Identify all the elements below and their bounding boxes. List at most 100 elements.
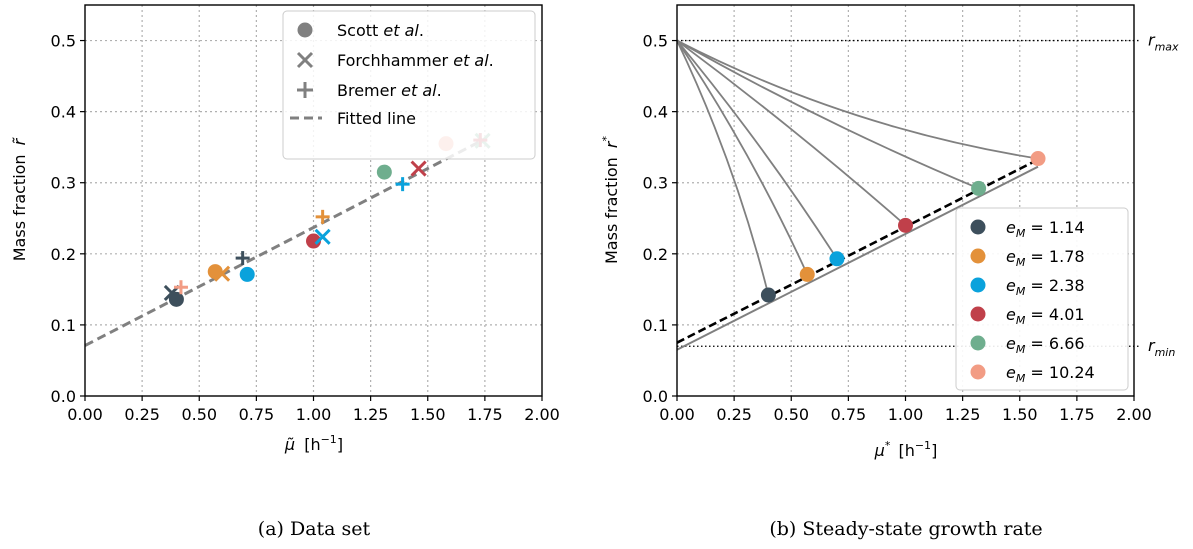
forchhammer-point-stroke [214, 265, 231, 282]
forchhammer-point-stroke [314, 228, 331, 245]
panel-b-x-axis-label: μ* [h−1] [874, 434, 938, 460]
panel-a-x-unit: [h [304, 435, 320, 454]
panel-b-y-axis-label: Mass fraction r* [600, 136, 621, 265]
panel-a-x-tick-label: 0.50 [181, 405, 217, 424]
panel-a-x-tick-label: 2.00 [524, 405, 560, 424]
forchhammer-point [214, 265, 231, 282]
panel-a-legend-box [282, 10, 536, 160]
panel-b-x-tick-label: 0.50 [773, 405, 809, 424]
panel-b-x-tick-label: 0.00 [659, 405, 695, 424]
panel-a-y-axis-label: Mass fraction r̃ [10, 137, 29, 261]
panel-b-x-tick-label: 1.00 [888, 405, 924, 424]
panel-b-point [760, 287, 776, 303]
bremer-point [395, 177, 410, 192]
panel-b-r-lines [677, 39, 1140, 347]
forchhammer-point [410, 160, 427, 177]
scott-point [306, 233, 321, 249]
panel-b-legend-marker [970, 219, 986, 235]
panel-b-trajectory-line [676, 39, 838, 260]
panel-a-ticks: 0.00 0.25 0.50 0.75 1.00 1.25 1.50 1.75 2.00 0.0 0… [51, 32, 560, 424]
panel-b-legend: eM = 1.14 eM = 1.78 eM = 2.38 eM = 4.01 eM =… [955, 207, 1129, 391]
panel-a-x-tick-label: 1.25 [353, 405, 389, 424]
forchhammer-point-stroke [410, 160, 427, 177]
r-max-label: rmax [1148, 31, 1179, 54]
panel-a-x-tick-label: 0.25 [124, 405, 160, 424]
legend-marker-x [296, 51, 314, 69]
panel-b-x-tick-label: 0.25 [716, 405, 752, 424]
panel-b-x-tick-label: 0.75 [831, 405, 867, 424]
panel-a-y-tick-label: 0.0 [51, 387, 76, 406]
panel-b-legend-marker [970, 306, 986, 322]
panel-b-point [829, 251, 845, 267]
panel-b-trajectory-line [676, 39, 979, 190]
forchhammer-point [314, 228, 331, 245]
panel-b-legend-label: eM = 1.78 [1006, 247, 1085, 269]
bremer-point [315, 209, 330, 224]
panel-a-y-symbol: r̃ [10, 137, 29, 145]
panel-b-y-tick-label: 0.2 [643, 245, 668, 264]
legend-entry-forchhammer: Forchhammer et al. [337, 51, 494, 70]
bremer-point [173, 280, 188, 295]
panel-a-legend: Scott et al. Forchhammer et al. Bremer e… [282, 10, 536, 160]
panel-a-x-tick-label: 0.75 [239, 405, 275, 424]
scott-point [376, 164, 392, 180]
panel-b-steady-state-line [676, 165, 1039, 351]
panel-b-x-tick-label: 1.25 [945, 405, 981, 424]
panel-a-y-tick-label: 0.3 [51, 174, 76, 193]
panel-a-y-tick-label: 0.2 [51, 245, 76, 264]
panel-b-legend-marker [970, 277, 986, 293]
panel-b-y-tick-label: 0.1 [643, 316, 668, 335]
panel-b-lines [676, 39, 1039, 351]
panel-b-y-tick-label: 0.4 [643, 103, 668, 122]
panel-b-caption: (b) Steady-state growth rate [769, 518, 1042, 540]
panel-b-trajectory-line [676, 39, 1039, 160]
panel-a-x-tick-label: 0.00 [67, 405, 103, 424]
panel-a-x-tick-label: 1.00 [296, 405, 332, 424]
bremer-point [235, 251, 250, 266]
panel-b-trajectory-line [676, 40, 809, 275]
panel-b-legend-label: eM = 4.01 [1006, 305, 1085, 327]
panel-b-x-tick-label: 1.50 [1002, 405, 1038, 424]
panel-b-legend-label: eM = 2.38 [1006, 276, 1085, 298]
panel-a-x-axis-label: μ̃ [h−1] [284, 433, 343, 454]
panel-b-legend-marker [970, 335, 986, 351]
panel-a-x-tick-label: 1.75 [467, 405, 503, 424]
panel-b-trajectory-line [676, 39, 907, 227]
scott-point [239, 266, 255, 282]
panel-b-point [898, 217, 913, 233]
panel-b-ticks: 0.00 0.25 0.50 0.75 1.00 1.25 1.50 1.75 2.00 0.0 0… [643, 32, 1152, 424]
panel-a-y-tick-label: 0.4 [51, 103, 76, 122]
legend-marker-circle [297, 22, 313, 38]
panel-b-legend-label: eM = 10.24 [1006, 363, 1095, 385]
panel-a-y-tick-label: 0.1 [51, 316, 76, 335]
panel-a-x-exp: −1 [321, 433, 337, 446]
panel-b-legend-label: eM = 1.14 [1006, 218, 1085, 240]
panel-b-y-tick-label: 0.5 [643, 32, 668, 51]
panel-a-fitted-line [84, 137, 486, 347]
panel-b-x-tick-label: 1.75 [1059, 405, 1095, 424]
legend-entry-bremer: Bremer et al. [337, 81, 442, 100]
panel-a-x-tick-label: 1.50 [410, 405, 446, 424]
panel-a-x-close: ] [337, 435, 343, 454]
panel-b-legend-marker [970, 248, 986, 264]
panel-b-legend-label: eM = 6.66 [1006, 334, 1085, 356]
panel-b-y-tick-label: 0.3 [643, 174, 668, 193]
legend-entry-scott: Scott et al. [337, 21, 424, 40]
panel-a: 0.00 0.25 0.50 0.75 1.00 1.25 1.50 1.75 2.00 0.0 0… [10, 4, 560, 540]
panel-a-caption: (a) Data set [258, 518, 371, 540]
legend-entry-fitted-line: Fitted line [337, 109, 416, 128]
panel-a-y-text: Mass fraction [10, 154, 29, 261]
r-min-label: rmin [1148, 336, 1175, 359]
panel-b-point [971, 180, 987, 196]
panel-a-y-tick-label: 0.5 [51, 32, 76, 51]
panel-b-legend-entries: eM = 1.14 eM = 1.78 eM = 2.38 eM = 4.01 eM =… [970, 218, 1095, 385]
panel-b-legend-marker [970, 364, 986, 380]
panel-a-fitted-line-layer [84, 137, 486, 347]
panel-b-point [799, 266, 815, 282]
panel-b-x-tick-label: 2.00 [1116, 405, 1152, 424]
panel-b-y-tick-label: 0.0 [643, 387, 668, 406]
legend-marker-plus [297, 82, 313, 98]
panel-b-points [760, 151, 1046, 303]
panel-b: 0.00 0.25 0.50 0.75 1.00 1.25 1.50 1.75 2.00 0.0 0… [600, 4, 1179, 540]
